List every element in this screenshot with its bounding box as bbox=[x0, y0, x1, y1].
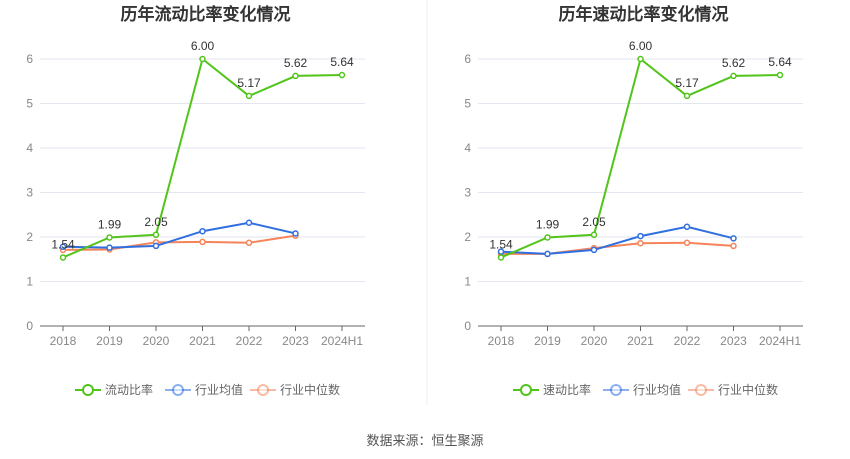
data-label: 1.99 bbox=[98, 217, 122, 231]
data-point bbox=[152, 242, 160, 250]
y-tick-label: 1 bbox=[464, 275, 471, 289]
data-point bbox=[497, 248, 505, 255]
y-tick-label: 4 bbox=[26, 141, 33, 155]
y-tick-label: 2 bbox=[26, 230, 33, 244]
data-label: 6.00 bbox=[629, 39, 653, 53]
legend-marker-icon bbox=[520, 384, 532, 396]
x-tick-label: 2022 bbox=[674, 334, 701, 348]
y-tick-label: 6 bbox=[464, 52, 471, 66]
data-point bbox=[544, 250, 551, 258]
data-point bbox=[292, 72, 299, 80]
x-tick-label: 2024H1 bbox=[321, 334, 363, 348]
data-point bbox=[730, 235, 737, 242]
data-point bbox=[245, 219, 253, 227]
data-label: 5.62 bbox=[722, 56, 746, 70]
data-label: 5.17 bbox=[237, 76, 261, 90]
y-tick-label: 5 bbox=[464, 97, 471, 111]
data-point bbox=[683, 223, 691, 231]
legend-marker-icon bbox=[257, 384, 269, 396]
x-tick-label: 2022 bbox=[236, 334, 263, 348]
legend-item[interactable]: 行业中位数 bbox=[280, 382, 340, 397]
data-point bbox=[776, 71, 784, 79]
data-point bbox=[199, 238, 206, 246]
x-tick-label: 2018 bbox=[488, 334, 515, 348]
data-point bbox=[59, 243, 67, 251]
data-point bbox=[199, 227, 206, 235]
data-point bbox=[730, 242, 737, 250]
data-point bbox=[497, 254, 505, 261]
legend-item[interactable]: 行业均值 bbox=[195, 382, 243, 397]
x-tick-label: 2024H1 bbox=[759, 334, 801, 348]
data-point bbox=[544, 234, 551, 241]
data-point bbox=[245, 92, 253, 100]
data-point bbox=[199, 55, 206, 63]
legend-marker-icon bbox=[172, 384, 184, 396]
x-tick-label: 2023 bbox=[282, 334, 309, 348]
data-label: 1.54 bbox=[489, 237, 513, 251]
y-tick-label: 3 bbox=[464, 186, 471, 200]
legend-item[interactable]: 流动比率 bbox=[105, 382, 153, 397]
data-label: 6.00 bbox=[191, 39, 215, 53]
data-point bbox=[292, 230, 299, 237]
data-point bbox=[59, 254, 67, 261]
data-point bbox=[590, 231, 598, 239]
legend-item[interactable]: 行业均值 bbox=[633, 382, 681, 397]
data-point bbox=[683, 92, 691, 100]
data-label: 5.64 bbox=[330, 55, 354, 69]
x-tick-label: 2021 bbox=[189, 334, 216, 348]
x-tick-label: 2019 bbox=[534, 334, 561, 348]
y-tick-label: 0 bbox=[464, 319, 471, 333]
data-label: 1.54 bbox=[51, 237, 75, 251]
y-tick-label: 6 bbox=[26, 52, 33, 66]
x-tick-label: 2018 bbox=[50, 334, 77, 348]
y-tick-label: 0 bbox=[26, 319, 33, 333]
data-point bbox=[106, 234, 113, 241]
data-label: 2.05 bbox=[582, 215, 606, 229]
x-tick-label: 2019 bbox=[96, 334, 123, 348]
data-point bbox=[590, 246, 598, 254]
source-note: 数据来源：恒生聚源 bbox=[366, 433, 484, 448]
data-point bbox=[637, 232, 644, 240]
x-tick-label: 2020 bbox=[581, 334, 608, 348]
data-label: 5.17 bbox=[675, 76, 699, 90]
y-tick-label: 3 bbox=[26, 186, 33, 200]
data-point bbox=[637, 239, 644, 247]
series-line bbox=[62, 221, 296, 249]
data-point bbox=[730, 72, 737, 80]
y-tick-label: 4 bbox=[464, 141, 471, 155]
legend-item[interactable]: 速动比率 bbox=[543, 382, 591, 397]
legend-marker-icon bbox=[82, 384, 94, 396]
series-line bbox=[500, 225, 734, 255]
legend-item[interactable]: 行业中位数 bbox=[718, 382, 778, 397]
data-point bbox=[683, 239, 691, 247]
data-label: 2.05 bbox=[144, 215, 168, 229]
legend-marker-icon bbox=[695, 384, 707, 396]
series-line bbox=[62, 234, 296, 251]
data-point bbox=[637, 55, 644, 63]
y-tick-label: 5 bbox=[26, 97, 33, 111]
data-point bbox=[152, 231, 160, 239]
data-point bbox=[338, 71, 346, 79]
x-tick-label: 2023 bbox=[720, 334, 747, 348]
x-tick-label: 2021 bbox=[627, 334, 654, 348]
series-line bbox=[501, 241, 734, 255]
y-tick-label: 1 bbox=[26, 275, 33, 289]
data-label: 5.64 bbox=[768, 55, 792, 69]
chart-title: 历年流动比率变化情况 bbox=[121, 4, 291, 24]
data-label: 5.62 bbox=[284, 56, 308, 70]
data-label: 1.99 bbox=[536, 217, 560, 231]
y-tick-label: 2 bbox=[464, 230, 471, 244]
data-point bbox=[106, 244, 113, 251]
chart-title: 历年速动比率变化情况 bbox=[559, 4, 729, 24]
legend-marker-icon bbox=[610, 384, 622, 396]
x-tick-label: 2020 bbox=[143, 334, 170, 348]
data-point bbox=[245, 239, 253, 247]
